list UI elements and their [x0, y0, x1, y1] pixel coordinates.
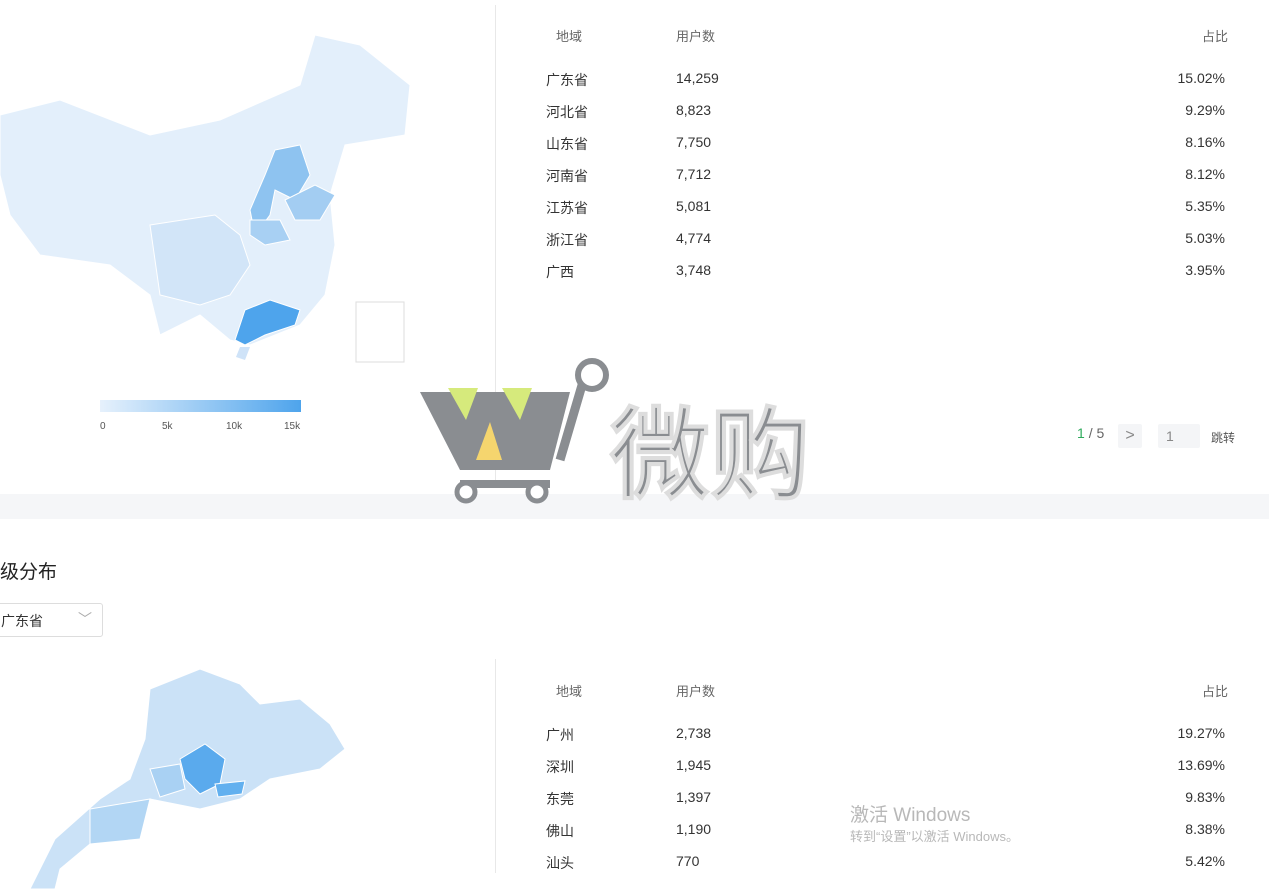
cell-users: 1,945 [676, 757, 712, 773]
table-row: 江苏省 5,081 5.35% [520, 198, 1240, 230]
page-jump-input[interactable]: 1 [1158, 424, 1200, 448]
divider [495, 5, 496, 485]
header-users: 用户数 [676, 684, 716, 699]
cell-region: 汕头 [546, 855, 574, 871]
province-select[interactable]: 广东省 ﹀ [0, 603, 103, 637]
table-row: 广西 3,748 3.95% [520, 262, 1240, 294]
page-indicator: 1 / 5 [1077, 425, 1104, 441]
cell-users: 7,712 [676, 166, 712, 182]
cell-users: 1,190 [676, 821, 712, 837]
logo-text: 微购 [609, 397, 810, 510]
cell-region: 浙江省 [546, 232, 588, 248]
legend-tick: 0 [100, 421, 106, 432]
cell-ratio: 8.12% [1185, 166, 1225, 182]
map-legend-gradient [100, 400, 301, 412]
divider [495, 659, 496, 873]
cell-users: 8,823 [676, 102, 712, 118]
cell-ratio: 9.83% [1185, 789, 1225, 805]
cell-users: 4,774 [676, 230, 712, 246]
cell-region: 佛山 [546, 823, 574, 839]
table-row: 佛山 1,190 8.38% [520, 821, 1240, 853]
total-pages: 5 [1096, 425, 1105, 441]
table-row: 广州 2,738 19.27% [520, 725, 1240, 757]
table-row: 河北省 8,823 9.29% [520, 102, 1240, 134]
table-row: 东莞 1,397 9.83% [520, 789, 1240, 821]
cell-users: 5,081 [676, 198, 712, 214]
china-map [0, 34, 411, 363]
cell-region: 深圳 [546, 759, 574, 775]
page-separator: / [1088, 425, 1093, 441]
cell-region: 河北省 [546, 104, 588, 120]
table-row: 河南省 7,712 8.12% [520, 166, 1240, 198]
cell-region: 河南省 [546, 168, 588, 184]
windows-activation-title: 激活 Windows [850, 805, 971, 826]
header-ratio: 占比 [1201, 29, 1228, 44]
guangdong-map [29, 669, 346, 889]
jump-button[interactable]: 跳转 [1211, 431, 1236, 445]
cell-region: 山东省 [546, 136, 588, 152]
cell-ratio: 15.02% [1177, 70, 1225, 86]
cell-ratio: 13.69% [1177, 757, 1225, 773]
cell-users: 7,750 [676, 134, 712, 150]
cell-region: 广西 [546, 264, 574, 280]
windows-activation-subtitle: 转到“设置”以激活 Windows。 [850, 829, 1020, 844]
header-users: 用户数 [676, 29, 716, 44]
table-row: 广东省 14,259 15.02% [520, 70, 1240, 102]
cell-ratio: 9.29% [1185, 102, 1225, 118]
header-region: 地域 [556, 684, 583, 699]
cell-users: 3,748 [676, 262, 712, 278]
province-select-value: 广东省 [1, 613, 43, 629]
legend-tick: 10k [226, 421, 243, 432]
cell-users: 14,259 [676, 70, 719, 86]
cell-users: 1,397 [676, 789, 712, 805]
section-gap [0, 494, 1269, 519]
table-row: 深圳 1,945 13.69% [520, 757, 1240, 789]
next-page-button[interactable]: > [1118, 424, 1142, 448]
table-row: 山东省 7,750 8.16% [520, 134, 1240, 166]
cell-ratio: 5.03% [1185, 230, 1225, 246]
cell-ratio: 3.95% [1185, 262, 1225, 278]
header-ratio: 占比 [1201, 684, 1228, 699]
cell-region: 东莞 [546, 791, 574, 807]
cell-ratio: 5.42% [1185, 853, 1225, 869]
cell-region: 广东省 [546, 72, 588, 88]
cell-ratio: 8.16% [1185, 134, 1225, 150]
table-row: 浙江省 4,774 5.03% [520, 230, 1240, 262]
section-title: 级分布 [0, 562, 58, 583]
province-section: 0 5k 10k 15k 地域 用户数 占比 广东省 14,259 15.02% 河北… [0, 5, 1240, 485]
cell-ratio: 5.35% [1185, 198, 1225, 214]
city-section: 级分布 广东省 ﹀ 地域 用户数 占比 广州 2,738 19.27% 深圳 1,945 1… [0, 519, 1269, 889]
watermark-logo: 微购 [420, 358, 811, 510]
header-region: 地域 [556, 29, 583, 44]
legend-tick: 15k [284, 421, 301, 432]
table-row: 汕头 770 5.42% [520, 853, 1240, 885]
cell-region: 江苏省 [546, 200, 588, 216]
cell-region: 广州 [546, 727, 574, 743]
chevron-down-icon: ﹀ [78, 611, 92, 627]
current-page: 1 [1077, 425, 1085, 441]
cell-ratio: 19.27% [1177, 725, 1225, 741]
cell-ratio: 8.38% [1185, 821, 1225, 837]
legend-tick: 5k [162, 421, 173, 432]
cell-users: 2,738 [676, 725, 712, 741]
cell-users: 770 [676, 853, 700, 869]
